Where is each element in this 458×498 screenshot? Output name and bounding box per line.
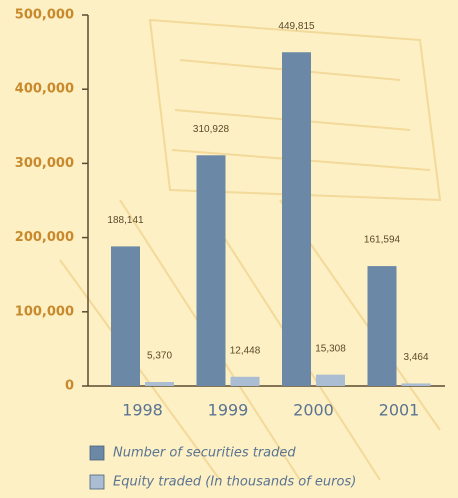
legend-label: Equity traded (In thousands of euros) (113, 475, 356, 490)
bar (111, 246, 140, 386)
bar (145, 382, 174, 386)
y-tick-label: 200,000 (15, 230, 74, 245)
value-label: 5,370 (147, 351, 172, 362)
value-label: 161,594 (364, 235, 401, 246)
value-label: 15,308 (315, 343, 346, 354)
bar (316, 375, 345, 386)
legend-swatch (90, 446, 104, 460)
x-tick-label: 2000 (293, 401, 334, 420)
bar (197, 155, 226, 386)
y-tick-label: 300,000 (15, 156, 74, 171)
bar (231, 377, 260, 386)
value-label: 188,141 (107, 215, 144, 226)
x-tick-label: 2001 (379, 401, 420, 420)
value-label: 449,815 (278, 21, 315, 32)
legend-swatch (90, 475, 104, 489)
y-tick-label: 500,000 (15, 8, 74, 23)
bar (282, 52, 311, 386)
chart: 0 100,000 200,000 300,000 400,000 500,000 1998… (0, 0, 458, 498)
x-tick-label: 1999 (208, 401, 249, 420)
y-tick-label: 100,000 (15, 304, 74, 319)
bar (402, 383, 431, 386)
x-tick-label: 1998 (122, 401, 163, 420)
value-label: 12,448 (230, 345, 261, 356)
bar (368, 266, 397, 386)
legend-label: Number of securities traded (113, 446, 296, 461)
y-tick-label: 0 (65, 379, 74, 394)
value-label: 310,928 (193, 124, 230, 135)
value-label: 3,464 (403, 352, 428, 363)
y-tick-label: 400,000 (15, 82, 74, 97)
